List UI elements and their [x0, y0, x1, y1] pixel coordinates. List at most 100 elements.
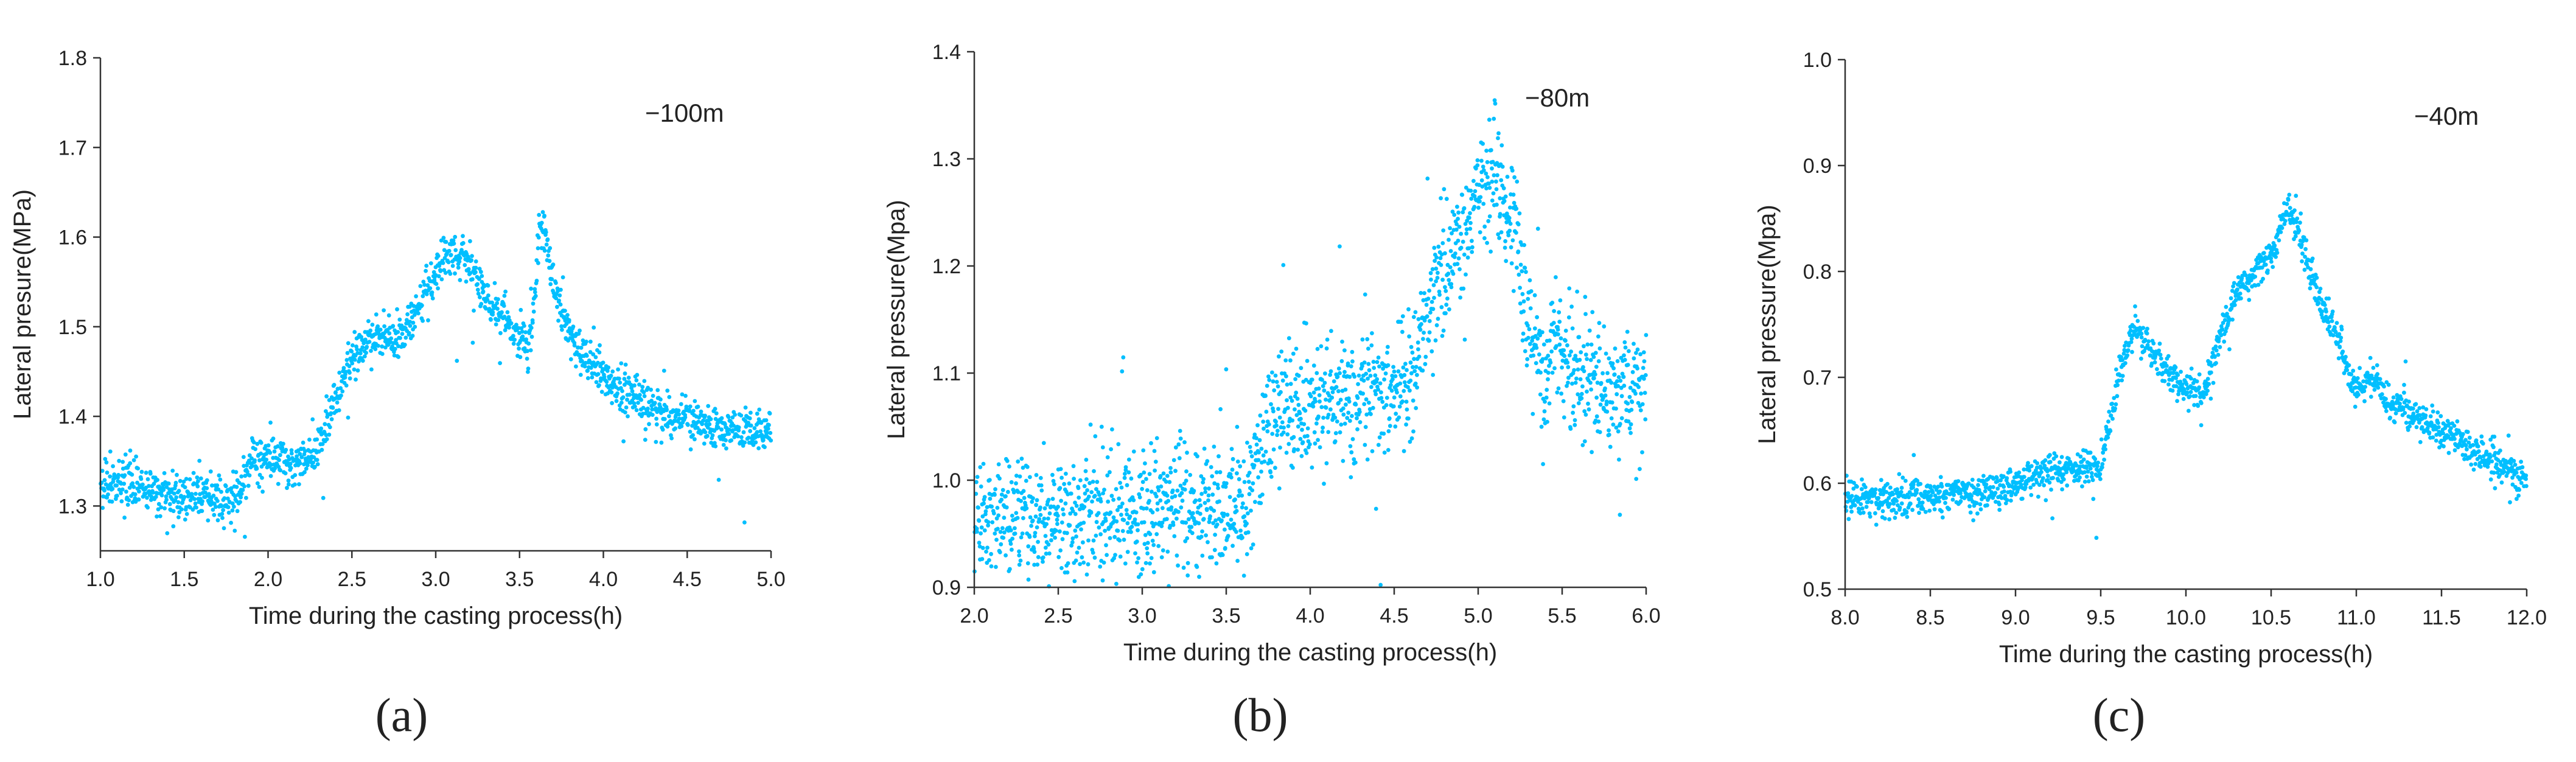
data-point [576, 332, 581, 336]
data-point [502, 293, 507, 298]
data-point [1511, 192, 1516, 197]
data-point [2236, 275, 2241, 279]
data-point [380, 344, 385, 349]
data-point [2220, 327, 2225, 332]
data-point [1109, 447, 1113, 452]
data-point [638, 393, 642, 397]
data-point [1547, 401, 1552, 406]
data-point [489, 317, 493, 322]
data-point [1032, 550, 1037, 554]
data-point [522, 346, 527, 351]
data-point [246, 483, 251, 488]
data-point [1512, 201, 1517, 205]
data-point [1073, 512, 1078, 516]
data-point [1257, 450, 1261, 455]
data-point [1084, 458, 1089, 462]
data-point [1143, 561, 1148, 565]
data-point [1879, 478, 1883, 483]
data-point [2391, 402, 2395, 407]
data-point [1249, 546, 1254, 551]
data-point [1151, 570, 1156, 575]
data-point [1391, 365, 1395, 369]
data-point [1147, 498, 1151, 503]
panel-caption-b: (b) [1232, 688, 1288, 741]
data-point [439, 277, 444, 282]
data-point [1887, 495, 1891, 500]
data-point [1470, 245, 1475, 250]
data-point [1250, 488, 1255, 492]
data-point [693, 437, 697, 442]
data-point [1006, 489, 1010, 494]
data-point [2042, 463, 2047, 468]
data-point [2361, 379, 2365, 383]
data-point [1014, 474, 1019, 478]
data-point [1041, 441, 1046, 446]
data-point [1614, 379, 1619, 383]
data-point [1185, 561, 1190, 565]
data-point [2384, 409, 2389, 413]
data-point [1134, 539, 1139, 544]
data-point [470, 254, 474, 258]
data-point [1081, 520, 1086, 525]
data-point [766, 427, 770, 431]
data-point [492, 281, 497, 285]
data-point [1333, 431, 1338, 436]
data-point [2488, 477, 2493, 482]
data-point [1439, 263, 1443, 267]
data-point [1456, 217, 1460, 221]
data-point [2034, 465, 2039, 470]
data-point [2304, 238, 2309, 243]
data-point [533, 293, 538, 298]
data-point [729, 438, 734, 442]
data-point [1136, 522, 1140, 526]
data-point [2139, 356, 2143, 361]
data-point [229, 520, 233, 525]
data-point [991, 511, 996, 516]
data-point [1119, 485, 1124, 490]
data-point [173, 480, 178, 485]
data-point [1431, 372, 1436, 377]
data-point [197, 458, 202, 463]
data-point [2086, 479, 2091, 484]
data-point [1339, 422, 1344, 427]
data-point [2292, 208, 2297, 212]
data-point [1209, 465, 1213, 469]
data-point [2090, 478, 2095, 483]
data-point [1390, 374, 1395, 378]
data-point [323, 422, 327, 427]
data-point [1081, 540, 1085, 545]
data-point [1069, 491, 1073, 496]
data-point [1638, 352, 1642, 357]
data-point [1185, 450, 1189, 455]
data-point [234, 470, 239, 475]
data-point [1905, 515, 1910, 519]
data-point [1249, 454, 1254, 459]
data-point [1411, 398, 1415, 403]
data-point [1595, 380, 1600, 385]
data-point [1086, 494, 1091, 499]
data-point [1456, 239, 1461, 243]
data-point [2418, 440, 2423, 444]
data-point [1404, 422, 1408, 427]
data-point [1366, 346, 1370, 351]
data-point [1370, 449, 1375, 453]
data-point [1521, 309, 1526, 314]
data-point [1123, 561, 1128, 566]
data-point [100, 506, 105, 510]
data-point [1391, 404, 1396, 408]
data-points [972, 98, 1649, 589]
data-point [457, 259, 462, 264]
data-point [1616, 383, 1621, 388]
data-point [1154, 532, 1159, 536]
data-point [1342, 421, 1347, 426]
data-point [987, 558, 991, 562]
data-point [2289, 213, 2294, 217]
data-point [1559, 391, 1563, 396]
data-point [2166, 354, 2171, 358]
data-point [1094, 520, 1099, 525]
data-point [2414, 425, 2419, 430]
data-point [1139, 472, 1143, 477]
data-point [677, 412, 682, 417]
data-point [2103, 443, 2107, 447]
data-point [691, 408, 696, 413]
